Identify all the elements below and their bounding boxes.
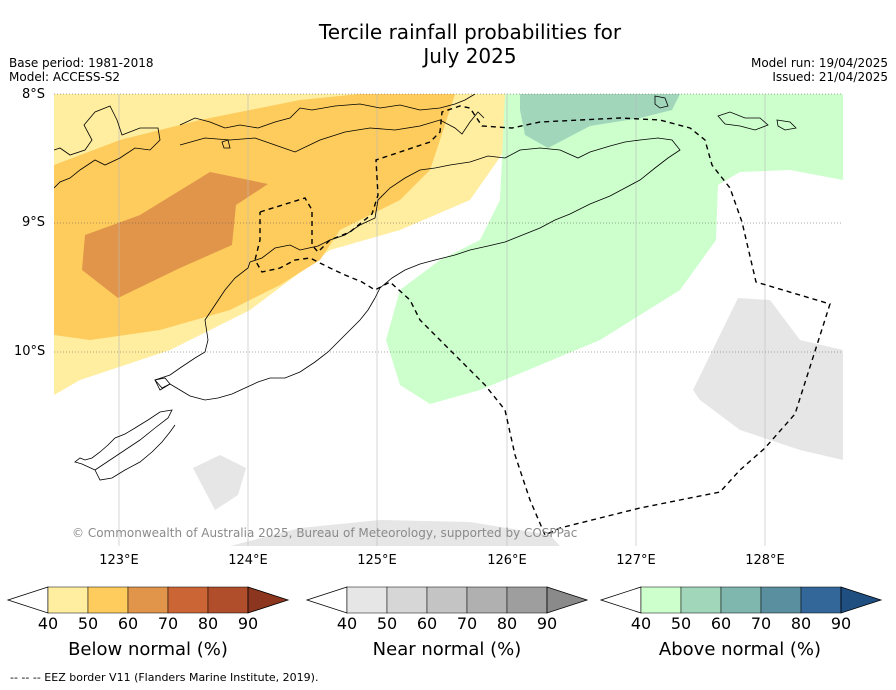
above-normal-colorbar-segment <box>640 586 682 614</box>
above-normal-colorbar-tick: 40 <box>630 614 652 633</box>
below-normal-colorbar-segment <box>207 586 249 614</box>
copyright-notice: © Commonwealth of Australia 2025, Bureau… <box>72 526 578 540</box>
near-normal-colorbar-segment <box>466 586 508 614</box>
eez-border <box>254 105 831 536</box>
lon-label-127e: 127°E <box>616 553 656 568</box>
above-normal-colorbar-tick: 60 <box>710 614 732 633</box>
lon-label-123e: 123°E <box>99 553 139 568</box>
above-normal-50-60-area <box>520 94 680 148</box>
lon-label-128e: 128°E <box>745 553 785 568</box>
above-normal-colorbar-low-extension <box>599 586 642 614</box>
below-normal-60-70-area <box>82 172 268 298</box>
above-normal-colorbar-segment <box>800 586 842 614</box>
alor-pantar-coast <box>179 94 476 129</box>
rote-island-coast <box>74 409 173 471</box>
lat-label-10s: 10°S <box>14 344 46 359</box>
leti-coast <box>776 119 797 131</box>
near-normal-colorbar-tick: 80 <box>496 614 518 633</box>
lat-label-8s: 8°S <box>22 87 46 102</box>
below-normal-colorbar-tick: 40 <box>37 614 59 633</box>
near-normal-colorbar-low-extension <box>305 586 348 614</box>
base-period: Base period: 1981-2018 <box>9 56 154 70</box>
above-normal-colorbar-tick: 70 <box>750 614 772 633</box>
colorbars <box>6 586 883 614</box>
lon-label-126e: 126°E <box>487 553 527 568</box>
near-normal-colorbar-tick: 50 <box>376 614 398 633</box>
near-normal-colorbar-segment <box>386 586 428 614</box>
above-normal-colorbar-tick: 90 <box>830 614 852 633</box>
probability-fields <box>54 94 843 546</box>
issued-date: Issued: 21/04/2025 <box>772 70 888 84</box>
near-normal-colorbar-segment <box>506 586 548 614</box>
above-normal-40-50-area <box>386 94 843 404</box>
wetar-coast <box>654 95 669 109</box>
above-normal-colorbar <box>599 586 883 614</box>
near-normal-colorbar-tick: 70 <box>456 614 478 633</box>
above-normal-colorbar-tick: 50 <box>670 614 692 633</box>
near-normal-colorbar-tick: 40 <box>336 614 358 633</box>
near-normal-colorbar-tick: 60 <box>416 614 438 633</box>
coastlines <box>54 94 797 481</box>
near-normal-area-south <box>230 520 560 546</box>
near-normal-area-east <box>693 298 843 460</box>
timor-south-coast <box>154 261 376 401</box>
below-normal-colorbar-high-extension <box>247 586 290 614</box>
below-normal-colorbar-tick: 60 <box>117 614 139 633</box>
near-normal-area-southwest <box>193 455 246 510</box>
above-normal-colorbar-tick: 80 <box>790 614 812 633</box>
near-normal-colorbar-title: Near normal (%) <box>372 639 522 660</box>
near-normal-colorbar-high-extension <box>546 586 589 614</box>
below-normal-colorbar-segment <box>47 586 89 614</box>
timor-north-coast <box>249 137 681 299</box>
near-normal-colorbar <box>305 586 589 614</box>
below-normal-colorbar-segment <box>167 586 209 614</box>
map-title-line1: Tercile rainfall probabilities for <box>318 20 622 44</box>
near-normal-colorbar-segment <box>346 586 388 614</box>
sawu-island-coast <box>94 424 176 481</box>
below-normal-colorbar-tick: 70 <box>157 614 179 633</box>
flores-coast <box>54 105 161 189</box>
eez-footnote: -- -- -- EEZ border V11 (Flanders Marine… <box>10 671 319 684</box>
near-normal-colorbar-tick: 90 <box>536 614 558 633</box>
small-island-2 <box>154 377 171 389</box>
below-normal-colorbar <box>6 586 290 614</box>
kisar-coast <box>717 111 769 131</box>
small-island-1 <box>221 139 231 149</box>
above-normal-colorbar-segment <box>720 586 762 614</box>
below-normal-colorbar-segment <box>87 586 129 614</box>
above-normal-colorbar-title: Above normal (%) <box>658 639 822 660</box>
model-run: Model run: 19/04/2025 <box>750 56 888 70</box>
lat-label-9s: 9°S <box>22 215 46 230</box>
map-title-line2: July 2025 <box>423 44 517 68</box>
above-normal-colorbar-high-extension <box>840 586 883 614</box>
above-normal-colorbar-segment <box>680 586 722 614</box>
lon-label-124e: 124°E <box>228 553 268 568</box>
lon-label-125e: 125°E <box>357 553 397 568</box>
near-normal-colorbar-segment <box>426 586 468 614</box>
above-normal-colorbar-segment <box>760 586 802 614</box>
below-normal-colorbar-tick: 90 <box>237 614 259 633</box>
below-normal-colorbar-tick: 50 <box>77 614 99 633</box>
below-normal-colorbar-tick: 80 <box>197 614 219 633</box>
model-name: Model: ACCESS-S2 <box>9 70 121 84</box>
island-chain-outline <box>179 111 485 153</box>
below-normal-colorbar-title: Below normal (%) <box>68 639 228 660</box>
below-normal-colorbar-segment <box>127 586 169 614</box>
below-normal-colorbar-low-extension <box>6 586 49 614</box>
